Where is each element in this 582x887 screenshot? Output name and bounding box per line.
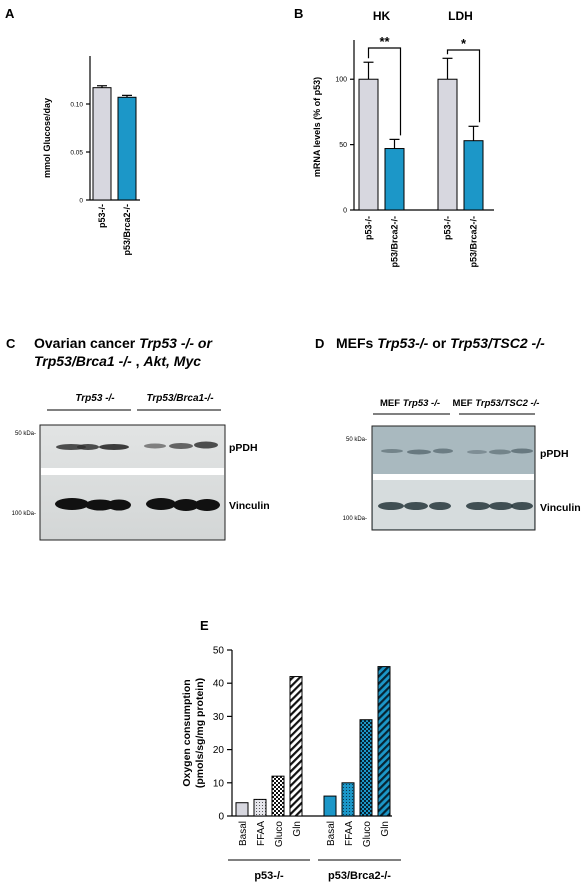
panel-a-bar (117, 96, 137, 201)
panel-a-bar (92, 87, 112, 201)
panel-e-bar (377, 666, 391, 817)
panel-b-group-title: HK (373, 9, 391, 23)
panel-e-x-tick-label: Basal (326, 821, 337, 846)
panel-a-y-axis-label: mmol Glucose/day (42, 98, 52, 178)
panel-b-significance-label: ** (379, 34, 390, 49)
panel-e-chart: 0 10 20 30 40 50 Basal FFAA Gluco Gln p53-/- Basal F… (181, 646, 401, 882)
panel-c-band-vinculin: Vinculin (229, 500, 270, 512)
panel-e-y-tick-label: 10 (213, 778, 225, 789)
panel-e-x-tick-label: FFAA (256, 821, 267, 846)
panel-b-x-tick-label: p53/Brca2-/- (390, 216, 400, 268)
panel-c-title-plain2: , (132, 353, 144, 369)
panel-c-marker-50: 50 kDa- (15, 431, 36, 437)
panel-d-group2-label: MEF Trp53/TSC2 -/- (453, 398, 540, 409)
panel-b-significance-bracket (367, 47, 402, 136)
panel-b-group-title: LDH (448, 9, 473, 23)
panel-b-bar (437, 78, 458, 211)
panel-a-y-tick-label: 0.10 (70, 101, 83, 108)
panel-d-letter: D (315, 336, 324, 351)
panel-b-bar (358, 78, 379, 211)
panel-e-y-tick-label: 50 (213, 646, 225, 657)
panel-e-group-label: p53-/- (254, 870, 284, 882)
panel-c-title-line2: Trp53/Brca1 -/- , Akt, Myc (34, 353, 201, 369)
panel-d-title: MEFs Trp53-/- or Trp53/TSC2 -/- (336, 335, 545, 351)
panel-b-x-tick-label: p53/Brca2-/- (469, 216, 479, 268)
panel-c-group2-label: Trp53/Brca1-/- (146, 393, 214, 404)
panel-b-y-tick-label: 100 (335, 77, 347, 84)
panel-e-y-axis-label-line2: (pmols/sg/mg protein) (194, 678, 206, 788)
panel-c-blot (39, 424, 226, 541)
panel-e-y-tick-label: 30 (213, 712, 225, 723)
panel-a-x-tick-label: p53-/- (97, 204, 107, 228)
panel-e-x-tick-label: Basal (238, 821, 249, 846)
panel-e-bar (253, 798, 267, 817)
panel-e-y-tick-label: 20 (213, 745, 225, 756)
panel-b-chart: 0 50 100 p53-/- p53/Brca2-/- ** HK p53-/- p53/Br… (312, 9, 494, 268)
panel-e-y-tick-label: 40 (213, 679, 225, 690)
panel-c-title-italic: Trp53 -/- or (139, 335, 213, 351)
panel-e-x-tick-label: FFAA (344, 821, 355, 846)
panel-c-title-plain: Ovarian cancer (34, 335, 139, 351)
panel-c-band-ppdh: pPDH (229, 442, 258, 454)
panel-e-group-label: p53/Brca2-/- (328, 870, 391, 882)
panel-e-bar (359, 719, 373, 817)
panel-b-bar (384, 148, 405, 211)
panel-e-bar (235, 802, 249, 817)
panel-e-bar (341, 782, 355, 817)
panel-e-bar (271, 775, 285, 817)
panel-e-y-axis-label-line1: Oxygen consumption (181, 679, 193, 786)
panel-e-y-tick-label: 0 (218, 812, 224, 823)
panel-d-band-vinculin: Vinculin (540, 502, 581, 514)
panel-c-group1-label: Trp53 -/- (75, 393, 115, 404)
panel-c-letter: C (6, 336, 16, 351)
panel-b-y-tick-label: 50 (339, 142, 347, 149)
panel-e-bar (323, 795, 337, 817)
panel-d-band-ppdh: pPDH (540, 448, 569, 460)
panel-e-x-tick-label: Gluco (362, 821, 373, 848)
panel-d-marker-100: 100 kDa- (343, 516, 367, 522)
panel-a-chart: 0 0.05 0.10 p53-/- p53/Brca2-/- mmol Glucose/… (42, 56, 140, 256)
panel-e-x-tick-label: Gluco (274, 821, 285, 848)
panel-e-bar (289, 676, 303, 817)
panel-a-y-tick-label: 0 (79, 197, 83, 204)
panel-e-x-tick-label: Gln (380, 821, 391, 837)
panel-b-x-tick-label: p53-/- (443, 216, 453, 240)
panel-c-title-italic3: Akt, Myc (142, 353, 201, 369)
panel-b-significance-bracket (446, 49, 481, 123)
panel-a-x-tick-label: p53/Brca2-/- (122, 204, 132, 256)
panel-b-bar (463, 140, 484, 211)
panel-a-letter: A (5, 6, 15, 21)
panel-b-y-tick-label: 0 (343, 207, 347, 214)
panel-b-x-tick-label: p53-/- (364, 216, 374, 240)
panel-a-y-tick-label: 0.05 (70, 149, 83, 156)
panel-c-title-line1: Ovarian cancer Trp53 -/- or (34, 335, 213, 351)
panel-e-letter: E (200, 618, 209, 633)
panel-e-x-tick-label: Gln (292, 821, 303, 837)
panel-c-marker-100: 100 kDa- (12, 511, 36, 517)
panel-d-blot (371, 425, 536, 531)
panel-b-letter: B (294, 6, 303, 21)
panel-b-significance-label: * (461, 36, 467, 51)
panel-b-y-axis-label: mRNA levels (% of p53) (312, 77, 322, 177)
panel-d-group1-label: MEF Trp53 -/- (380, 398, 440, 409)
panel-c-title-italic2: Trp53/Brca1 -/- (34, 353, 132, 369)
panel-d-marker-50: 50 kDa- (346, 437, 367, 443)
